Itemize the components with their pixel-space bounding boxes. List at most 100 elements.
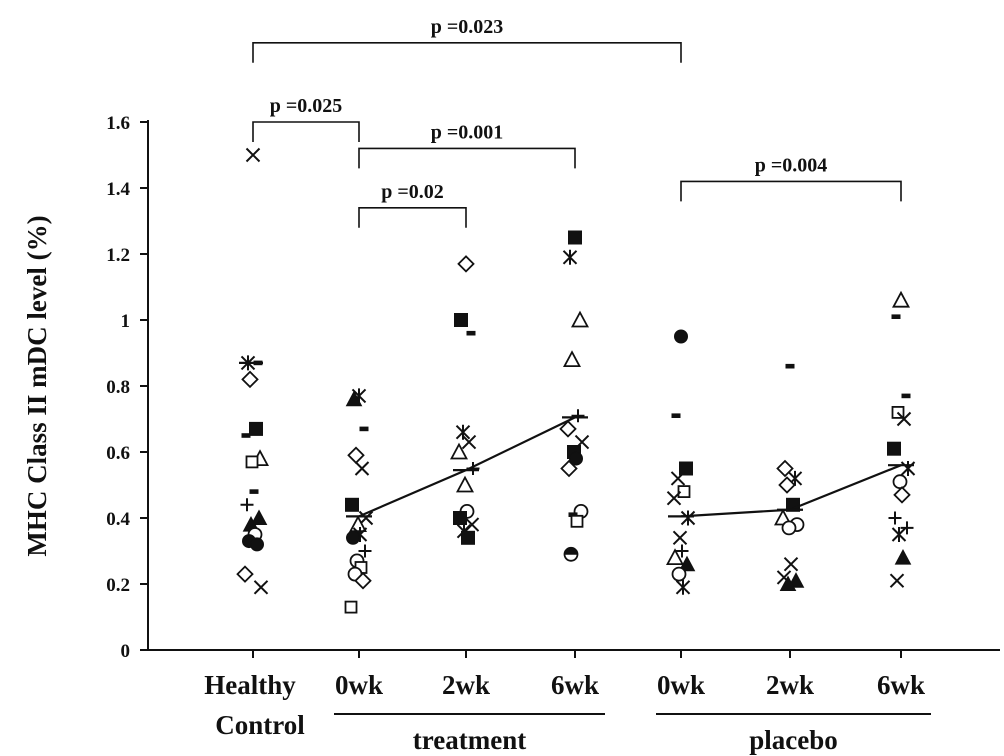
- data-point: [900, 521, 914, 535]
- data-point: [250, 537, 264, 552]
- data-point: [453, 511, 467, 525]
- category-label: 6wk: [877, 670, 925, 700]
- data-point: [241, 433, 251, 438]
- data-point: [891, 290, 911, 308]
- category-label: 0wk: [335, 670, 383, 700]
- data-point: [781, 520, 797, 536]
- data-point: [454, 313, 468, 327]
- data-point: [236, 565, 254, 583]
- significance-bracket: [252, 42, 682, 63]
- category-label-line2: Control: [215, 710, 305, 740]
- data-point: [241, 370, 259, 389]
- data-point: [562, 249, 578, 265]
- data-point: [679, 461, 693, 476]
- data-point: [671, 413, 681, 418]
- data-point: [249, 421, 263, 436]
- data-point: [569, 451, 583, 466]
- data-point: [887, 441, 901, 456]
- data-point: [461, 434, 477, 450]
- y-tick-label: 0.2: [106, 575, 130, 596]
- data-point: [678, 555, 696, 572]
- data-point: [347, 446, 365, 465]
- y-axis-label: MHC Class II mDC level (%): [22, 215, 52, 556]
- data-point: [665, 548, 685, 565]
- y-tick-label: 0.4: [106, 509, 130, 530]
- data-point: [891, 527, 907, 542]
- category-label: 2wk: [766, 670, 814, 700]
- data-point: [666, 490, 682, 506]
- data-point: [571, 409, 585, 423]
- significance-bracket: [252, 121, 360, 142]
- data-point: [245, 455, 259, 469]
- data-point: [674, 329, 688, 344]
- p-value-label: p =0.023: [431, 16, 504, 38]
- p-value-label: p =0.004: [755, 154, 828, 176]
- data-point: [563, 546, 579, 562]
- data-point: [779, 575, 797, 591]
- data-point: [345, 390, 363, 407]
- category-label: 0wk: [657, 670, 705, 700]
- category-label: Healthy: [204, 670, 296, 700]
- data-points: [236, 147, 916, 614]
- data-point: [240, 498, 254, 512]
- data-point: [900, 461, 916, 476]
- category-label: 2wk: [442, 670, 490, 700]
- data-point: [461, 530, 475, 545]
- data-point: [893, 486, 911, 504]
- data-point: [680, 510, 696, 526]
- y-tick-label: 1.4: [106, 179, 130, 200]
- mean-trend-line: [358, 416, 576, 518]
- data-point: [891, 314, 901, 319]
- data-point: [560, 459, 578, 478]
- data-point: [889, 573, 905, 588]
- data-point: [675, 579, 691, 595]
- data-point: [562, 350, 582, 367]
- data-point: [677, 485, 691, 499]
- data-point: [568, 230, 582, 245]
- data-point: [559, 420, 577, 438]
- significance-brackets: p =0.023 p =0.025 p =0.001 p =0.02 p =0.004: [252, 16, 902, 228]
- data-point: [896, 411, 912, 427]
- data-point: [466, 330, 476, 336]
- y-tick-label: 1.6: [106, 113, 130, 134]
- data-point: [345, 497, 359, 512]
- data-point: [358, 544, 372, 558]
- data-point: [778, 476, 796, 494]
- y-tick-label: 0.8: [106, 377, 130, 398]
- data-point: [449, 442, 469, 460]
- data-point: [344, 600, 358, 614]
- y-axis-ticks: 0 0.2 0.4 0.6 0.8 1 1.2 1.4 1.6: [106, 113, 148, 662]
- data-point: [671, 566, 687, 582]
- data-point: [250, 509, 268, 525]
- data-point: [253, 580, 269, 595]
- group-labels: treatment placebo: [334, 713, 931, 755]
- category-label: 6wk: [551, 670, 599, 700]
- group-label: placebo: [749, 725, 838, 755]
- p-value-label: p =0.001: [431, 121, 504, 143]
- data-point: [570, 514, 584, 528]
- data-point: [888, 511, 902, 525]
- data-point: [359, 426, 369, 432]
- p-value-label: p =0.02: [381, 181, 444, 203]
- group-label: treatment: [413, 725, 526, 755]
- data-point: [354, 571, 372, 590]
- significance-bracket: [358, 207, 467, 228]
- data-point: [894, 549, 912, 565]
- data-point: [785, 363, 795, 369]
- data-point: [670, 471, 686, 486]
- data-point: [348, 515, 368, 532]
- significance-bracket: [358, 147, 576, 169]
- data-point: [675, 544, 689, 558]
- y-tick-label: 0: [121, 641, 131, 662]
- y-tick-label: 0.6: [106, 443, 130, 464]
- mean-markers: [239, 361, 914, 518]
- data-point: [901, 393, 911, 399]
- data-point: [249, 489, 259, 494]
- y-tick-label: 1.2: [106, 245, 130, 266]
- data-point: [346, 530, 360, 545]
- chart-axes: [147, 120, 1000, 658]
- data-point: [783, 556, 799, 572]
- data-point: [892, 474, 908, 490]
- data-point: [570, 310, 590, 328]
